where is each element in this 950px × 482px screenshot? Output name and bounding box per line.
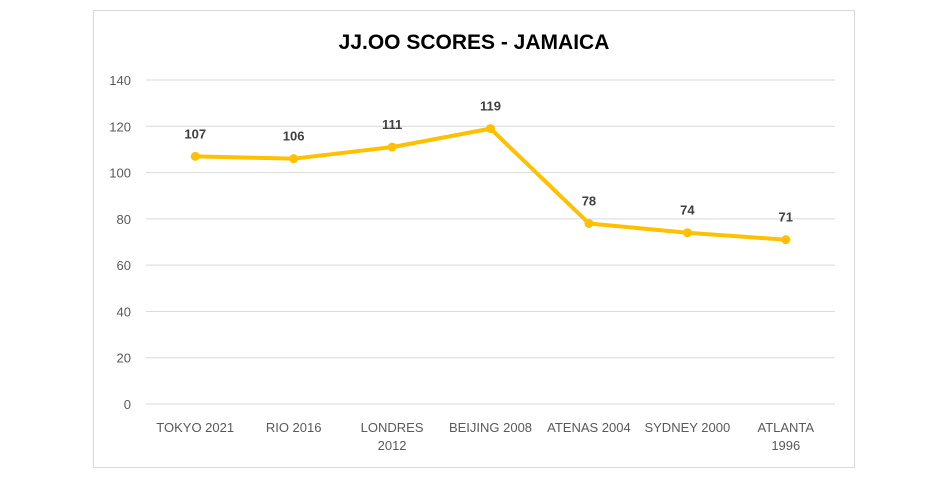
x-tick-label: ATLANTA 1996 xyxy=(757,420,814,453)
data-point xyxy=(486,124,495,134)
x-tick-label: ATENAS 2004 xyxy=(547,420,631,435)
data-label: 111 xyxy=(382,117,402,132)
y-tick-label: 0 xyxy=(124,397,131,412)
x-tick-label: RIO 2016 xyxy=(266,420,322,435)
x-tick-label: SYDNEY 2000 xyxy=(644,420,730,435)
y-tick-label: 20 xyxy=(117,351,131,366)
y-tick-label: 140 xyxy=(109,73,131,88)
data-point xyxy=(584,218,594,228)
y-tick-label: 80 xyxy=(117,212,131,227)
gridlines xyxy=(146,79,835,405)
data-point xyxy=(682,228,692,238)
y-tick-label: 40 xyxy=(117,304,131,319)
data-label: 74 xyxy=(680,203,695,218)
data-label: 71 xyxy=(779,210,793,225)
data-point xyxy=(190,151,200,161)
chart-title: JJ.OO SCORES - JAMAICA xyxy=(339,31,610,54)
y-tick-label: 100 xyxy=(109,166,131,181)
chart-frame xyxy=(93,10,855,468)
data-label: 78 xyxy=(582,193,596,208)
x-tick-label: LONDRES 2012 xyxy=(361,420,424,453)
data-point xyxy=(387,142,397,152)
data-label: 107 xyxy=(184,126,206,141)
data-labels: 107 106 111 119 78 74 71 xyxy=(184,99,793,225)
data-label: 106 xyxy=(283,129,305,144)
x-tick-label: TOKYO 2021 xyxy=(156,420,234,435)
series-scores xyxy=(190,124,791,245)
y-tick-label: 60 xyxy=(117,258,131,273)
x-axis-ticks: TOKYO 2021 RIO 2016 LONDRES 2012 BEIJING 200… xyxy=(156,420,814,453)
data-point xyxy=(289,154,299,164)
y-tick-label: 120 xyxy=(109,119,131,134)
data-point xyxy=(781,235,791,245)
data-label: 119 xyxy=(480,99,501,114)
series-line xyxy=(193,126,788,242)
y-axis-ticks: 0 20 40 60 80 100 120 140 xyxy=(109,73,131,412)
x-tick-label: BEIJING 2008 xyxy=(449,420,532,435)
